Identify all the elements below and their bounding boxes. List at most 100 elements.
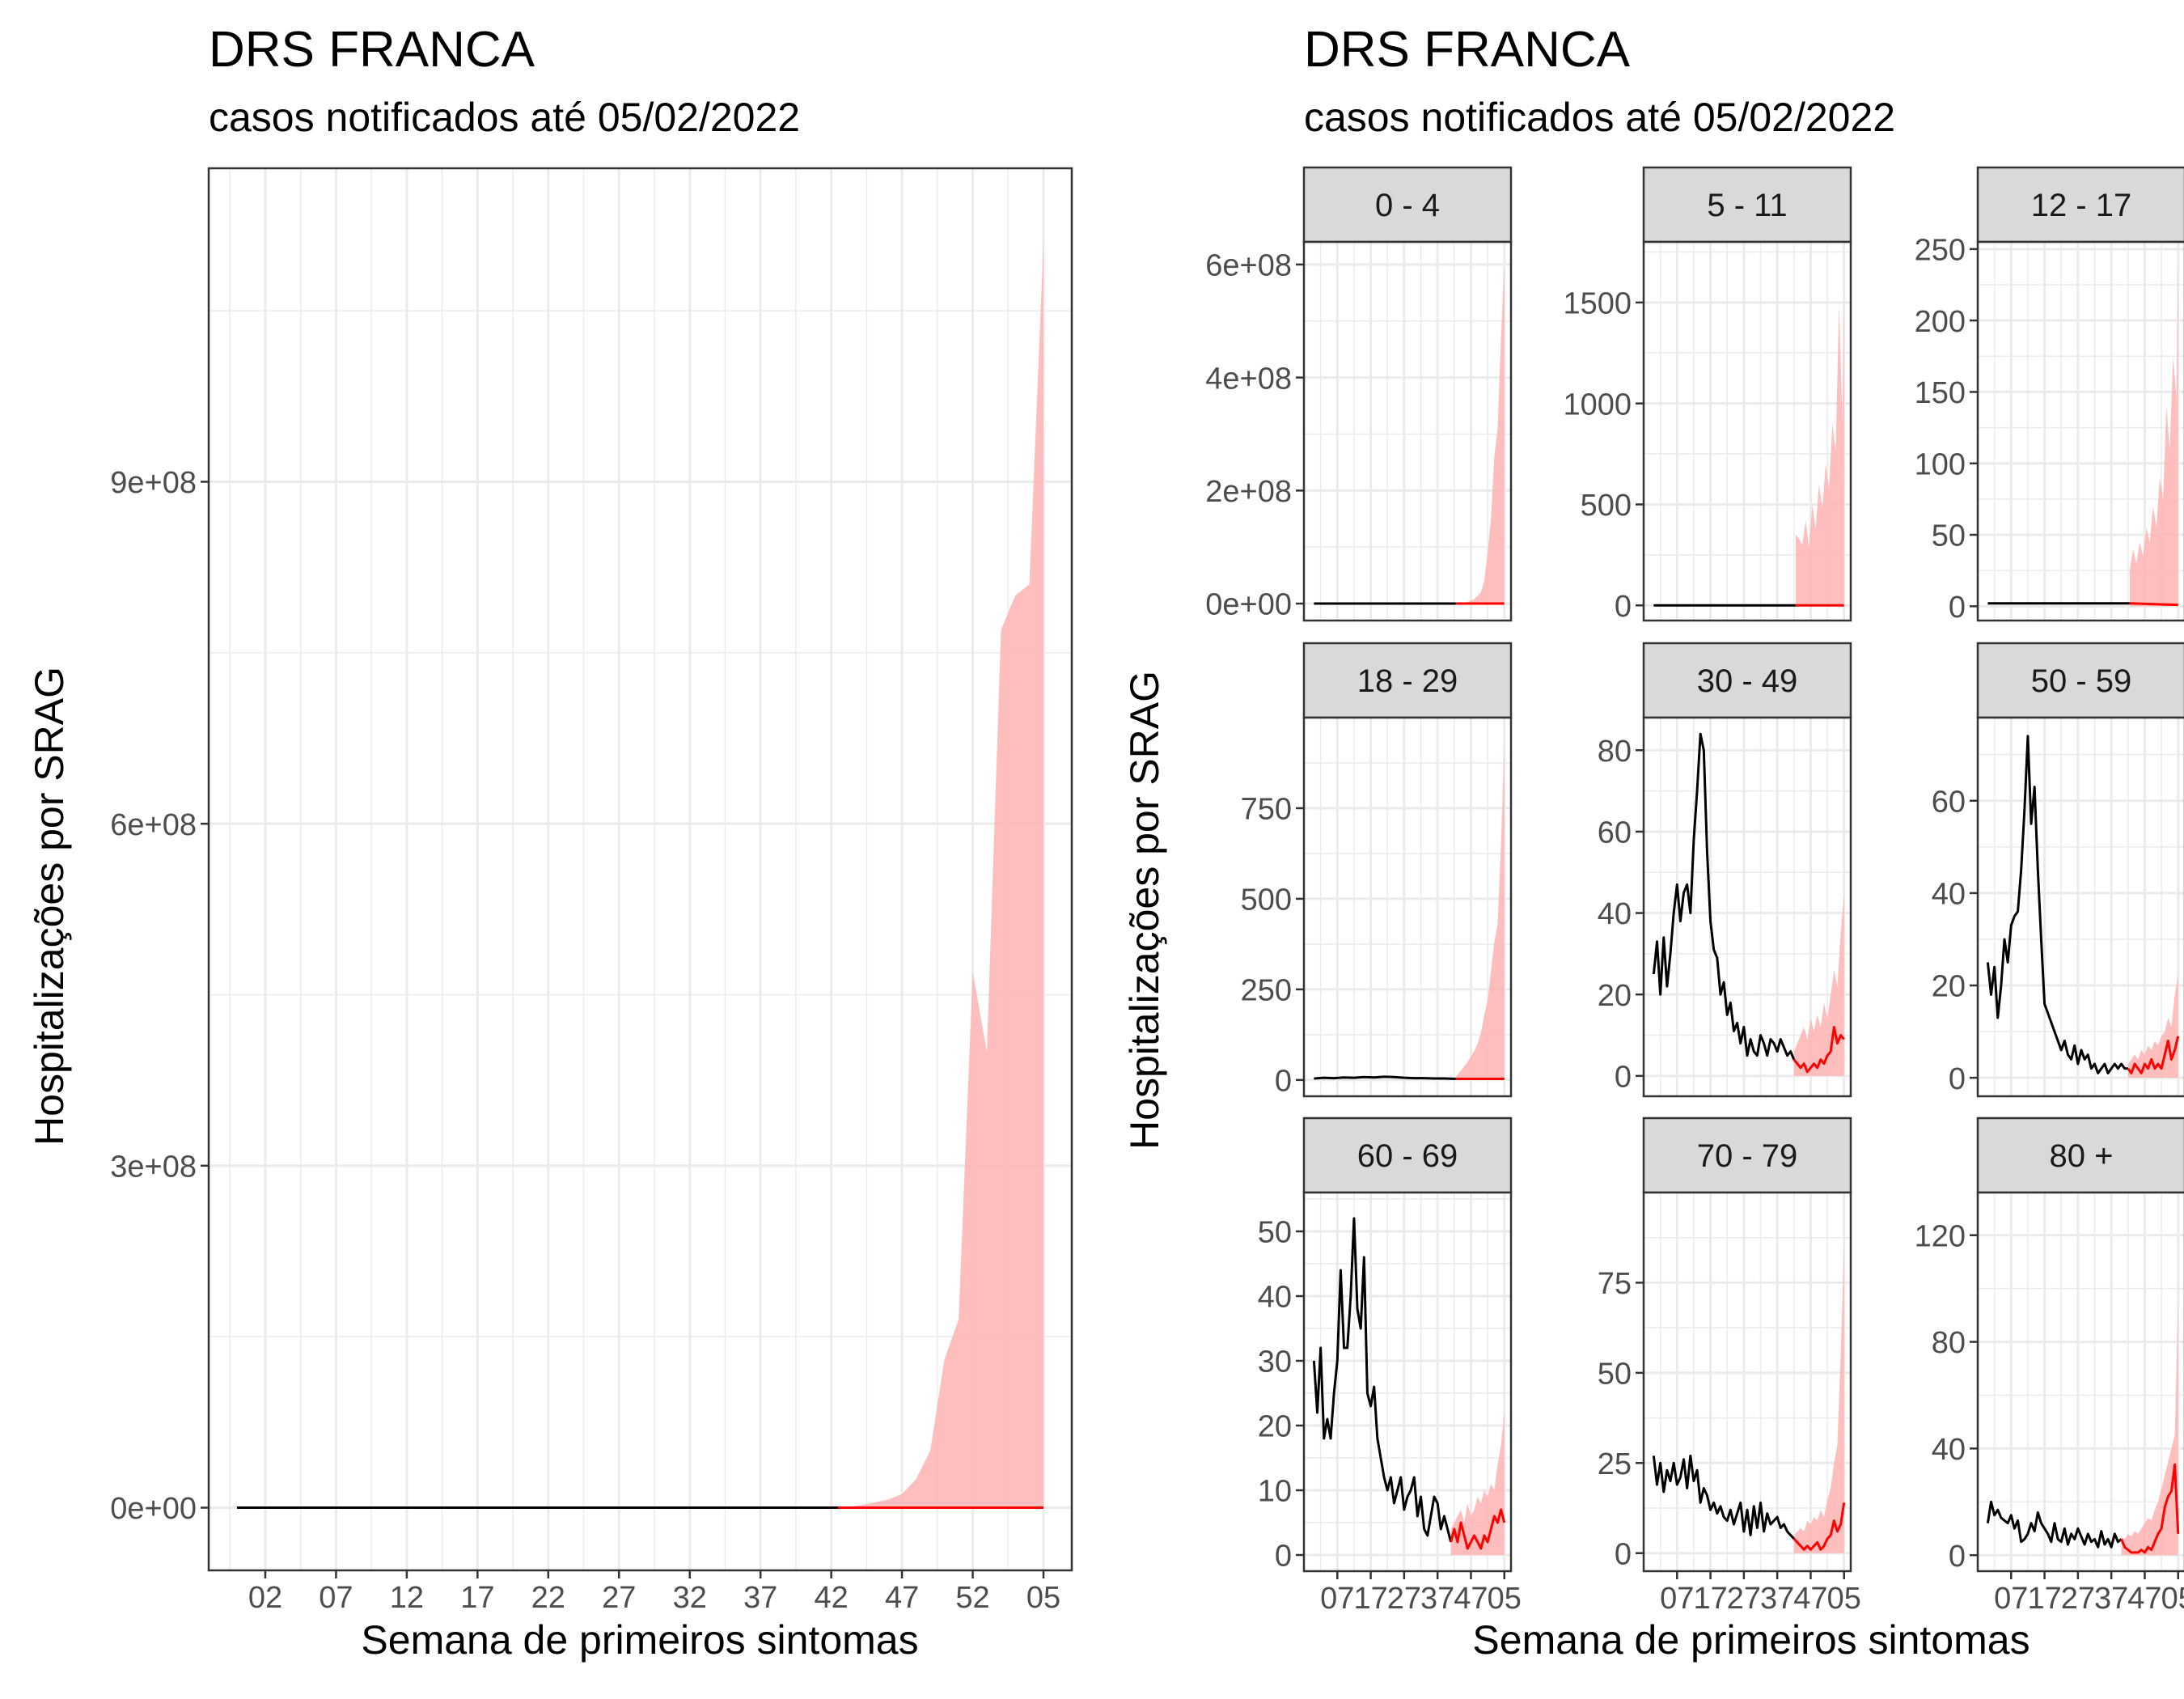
facet-strip-label: 80 + [2050, 1138, 2114, 1174]
facet-panel: 5 - 11 0 500 1000 1500 [1563, 166, 1852, 624]
left-chart-x-axis-title: Semana de primeiros sintomas [361, 1617, 918, 1663]
left-chart-y-axis-title: Hospitalizações por SRAG [27, 667, 72, 1146]
facet-strip-label: 50 - 59 [2031, 663, 2132, 699]
facet-7-x-tick-label: 27 [1387, 1582, 1421, 1616]
facet-6-background [1978, 718, 2184, 1096]
facet-2-y-tick-label: 1500 [1563, 287, 1632, 321]
facet-9-y-tick-label: 40 [1932, 1433, 1966, 1467]
facet-7-y-tick-label: 30 [1258, 1345, 1292, 1379]
facet-8-x-tick-label: 37 [1760, 1582, 1794, 1616]
facet-4-observed-line [1314, 1075, 1456, 1080]
facet-2-gridlines-x [1659, 242, 1846, 621]
right-chart-title: DRS FRANCA [1304, 22, 1631, 78]
left-chart: DRS FRANCA casos notificados até 05/02/2… [27, 22, 1073, 1663]
left-plot-area: 0e+00 3e+08 6e+08 9e+08 02 07 12 17 22 27 32 37 42 47… [110, 167, 1073, 1615]
left-data [236, 242, 1044, 1510]
facet-panel: 50 - 59 0 20 40 60 [1932, 642, 2184, 1098]
facet-strip-label: 18 - 29 [1357, 663, 1458, 699]
facet-8-observed-line [1652, 1454, 1795, 1540]
facet-2-y-tick-label: 500 [1581, 489, 1632, 523]
facet-1-nowcast-ribbon [1455, 264, 1505, 604]
facet-4-border [1302, 716, 1513, 1098]
facet-7-y-tick-label: 50 [1258, 1216, 1292, 1250]
facet-9-x-tick-label: 05 [2161, 1582, 2184, 1616]
facet-strip-label: 12 - 17 [2031, 188, 2132, 223]
facet-5-y-tick-label: 20 [1598, 979, 1632, 1013]
facet-8-gridlines [1644, 1193, 1851, 1571]
facet-9-nowcast-ribbon [2121, 1302, 2178, 1556]
facet-1-y-tick-label: 4e+08 [1205, 362, 1292, 396]
facet-3-nowcast-line [2129, 602, 2178, 607]
facet-9-nowcast-line [2120, 1463, 2180, 1554]
facet-4-gridlines-x [1319, 718, 1506, 1096]
left-x-tick-label: 07 [319, 1581, 353, 1615]
facet-7-y-tick-label: 10 [1258, 1475, 1292, 1509]
facet-3-y-tick-label: 100 [1915, 447, 1966, 481]
facet-strip [1302, 166, 1513, 244]
facet-5-ticks: 0 20 40 60 80 [1598, 735, 1644, 1095]
facet-7-y-tick-label: 40 [1258, 1281, 1292, 1315]
facet-8-x-tick-label: 47 [1793, 1582, 1827, 1616]
facet-9-x-tick-label: 17 [2027, 1582, 2061, 1616]
facet-7-ticks: 0 10 20 30 40 50 07 17 27 37 47 05 [1258, 1216, 1522, 1616]
facet-1-y-tick-label: 0e+00 [1205, 588, 1292, 622]
facet-7-x-tick-label: 17 [1353, 1582, 1387, 1616]
facet-8-x-tick-label: 27 [1727, 1582, 1761, 1616]
facet-3-y-tick-label: 200 [1915, 305, 1966, 339]
facet-strip [1302, 1116, 1513, 1194]
facet-panel: 12 - 17 0 50 100 150 200 250 [1915, 166, 2184, 625]
facet-2-y-tick-label: 1000 [1563, 388, 1632, 422]
facet-6-observed-line [1986, 735, 2128, 1074]
facet-3-gridlines-x [1993, 242, 2180, 621]
facet-1-data [1314, 264, 1505, 605]
facet-6-y-tick-label: 40 [1932, 878, 1966, 912]
facet-8-y-tick-label: 50 [1598, 1358, 1632, 1392]
facet-5-data [1652, 732, 1845, 1076]
facet-8-nowcast-ribbon [1793, 1246, 1844, 1553]
facet-1-border [1302, 240, 1513, 622]
left-x-tick-label: 47 [885, 1581, 919, 1615]
left-background [209, 168, 1072, 1570]
left-y-tick-label: 0e+00 [110, 1492, 197, 1526]
facet-9-y-tick-label: 120 [1915, 1219, 1966, 1253]
facet-4-y-tick-label: 750 [1241, 793, 1292, 827]
facet-8-x-tick-label: 17 [1693, 1582, 1727, 1616]
facet-3-data [1987, 263, 2178, 607]
facet-3-nowcast-ribbon [2129, 263, 2178, 607]
facet-4-nowcast-ribbon [1455, 746, 1505, 1080]
facet-panel: 70 - 79 0 25 50 75 07 17 27 37 47 05 [1598, 1116, 1861, 1616]
facet-8-border [1642, 1191, 1852, 1573]
right-chart: DRS FRANCA casos notificados até 05/02/2… [1122, 22, 2184, 1663]
facet-1-ticks: 0e+00 2e+08 4e+08 6e+08 [1205, 249, 1304, 622]
facet-8-y-tick-label: 0 [1615, 1537, 1632, 1571]
left-nowcast-ribbon [838, 242, 1044, 1508]
facet-6-border [1976, 716, 2184, 1098]
right-chart-subtitle: casos notificados até 05/02/2022 [1304, 95, 1895, 140]
facet-9-background [1978, 1193, 2184, 1571]
facet-panel: 30 - 49 0 20 40 60 80 [1598, 642, 1852, 1098]
facet-4-y-tick-label: 0 [1275, 1065, 1292, 1099]
facet-2-y-tick-label: 0 [1615, 590, 1632, 624]
left-x-tick-label: 27 [602, 1581, 636, 1615]
left-x-tick-label: 52 [955, 1581, 989, 1615]
facet-2-border [1642, 240, 1852, 622]
facet-strip-label: 70 - 79 [1697, 1138, 1798, 1174]
facet-1-y-tick-label: 2e+08 [1205, 475, 1292, 509]
facet-6-y-tick-label: 60 [1932, 785, 1966, 819]
facet-9-y-tick-label: 80 [1932, 1326, 1966, 1360]
left-y-tick-label: 3e+08 [110, 1150, 197, 1184]
facet-7-y-tick-label: 20 [1258, 1410, 1292, 1444]
facet-6-ticks: 0 20 40 60 [1932, 785, 1978, 1096]
facet-3-ticks: 0 50 100 150 200 250 [1915, 234, 1978, 625]
facet-9-x-tick-label: 07 [1994, 1582, 2028, 1616]
facet-4-ticks: 0 250 500 750 [1241, 793, 1304, 1099]
left-border [207, 167, 1073, 1572]
facet-9-x-tick-label: 47 [2127, 1582, 2161, 1616]
facet-8-nowcast-line [1792, 1502, 1846, 1551]
facet-9-x-tick-label: 37 [2094, 1582, 2128, 1616]
facet-9-border [1976, 1191, 2184, 1573]
facet-1-background [1304, 242, 1511, 621]
